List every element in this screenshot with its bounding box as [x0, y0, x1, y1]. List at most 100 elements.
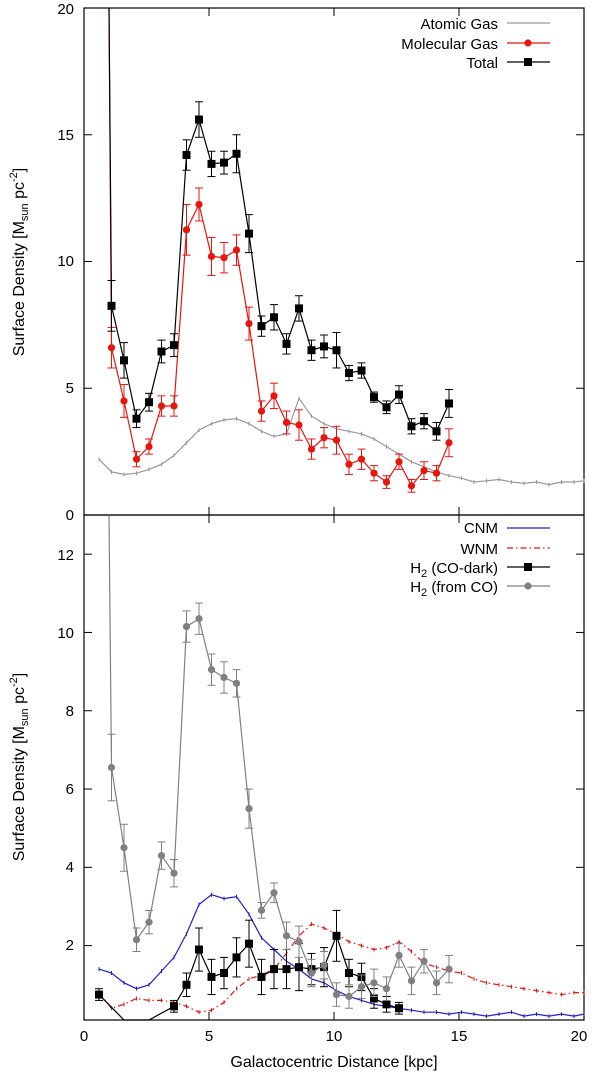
top-molecular-gas-point-5 [170, 402, 178, 410]
top-total-point-8 [207, 159, 216, 168]
bottom-axis-ticks [83, 515, 585, 1020]
top-ytick-label-15: 15 [57, 127, 74, 144]
bottom-h2-from-co-point-24 [407, 977, 416, 985]
bottom-h2-from-co-point-15 [295, 938, 303, 946]
top-series-group [98, 7, 585, 493]
bottom-legend: CNM WNM H2 (CO-dark) H2 (from CO) [410, 520, 550, 599]
bottom-ytick-label-8: 8 [66, 703, 74, 720]
top-series-line-molecular-gas [108, 7, 450, 487]
top-molecular-gas-point-2 [132, 455, 141, 463]
top-molecular-gas-point-4 [157, 402, 166, 410]
bottom-h2-from-co-point-13 [270, 889, 278, 897]
legend-marker-molecular-gas [524, 39, 532, 47]
bottom-h2-from-co-point-11 [245, 805, 253, 813]
bottom-h2-co-dark-point-19 [370, 994, 378, 1003]
top-total-point-19 [345, 369, 353, 378]
xtick-label-0: 0 [80, 1028, 88, 1045]
top-total-point-15 [295, 304, 303, 313]
top-total-point-16 [307, 346, 316, 355]
top-molecular-gas-point-15 [295, 421, 303, 429]
top-total-point-14 [282, 339, 291, 348]
bottom-h2-co-dark-point-20 [382, 1000, 391, 1009]
top-molecular-gas-point-23 [395, 458, 403, 466]
bottom-h2-co-dark-point-5 [195, 945, 203, 954]
bottom-h2-co-dark-point-11 [270, 965, 278, 974]
top-molecular-gas-point-21 [370, 469, 378, 477]
xtick-label-10: 10 [326, 1028, 343, 1045]
top-molecular-gas-point-16 [307, 445, 316, 453]
top-total-point-20 [357, 366, 366, 375]
top-y-axis-title: Surface Density [Msun pc-2] [8, 168, 31, 356]
top-molecular-gas-point-25 [420, 467, 428, 475]
bottom-h2-from-co-point-0 [107, 763, 116, 772]
top-molecular-gas-point-14 [282, 418, 291, 427]
top-total-point-5 [170, 341, 178, 350]
top-total-point-26 [432, 427, 441, 436]
bottom-h2-from-co-point-10 [232, 679, 241, 687]
bottom-h2-from-co-point-19 [345, 992, 353, 1001]
top-ytick-label-10: 10 [57, 253, 74, 270]
bottom-h2-co-dark-point-12 [282, 965, 291, 974]
xtick-label-5: 5 [205, 1028, 213, 1045]
bottom-h2-from-co-point-5 [170, 869, 178, 877]
bottom-h2-from-co-point-1 [120, 844, 128, 852]
bottom-series-group [95, 514, 585, 1021]
bottom-h2-from-co-point-17 [320, 961, 328, 969]
bottom-h2-from-co-point-2 [132, 936, 141, 944]
top-molecular-gas-point-9 [220, 254, 228, 262]
top-molecular-gas-point-6 [182, 226, 191, 234]
legend-label-cnm: CNM [464, 520, 498, 537]
bottom-ytick-label-12: 12 [57, 547, 74, 564]
bottom-plot-frame [83, 514, 585, 1021]
top-molecular-gas-point-19 [345, 460, 353, 468]
top-total-point-18 [332, 346, 341, 355]
bottom-series-line-h2-from-co [108, 514, 450, 998]
top-molecular-gas-point-18 [332, 436, 341, 444]
top-total-point-22 [382, 403, 391, 412]
top-ytick-label-5: 5 [66, 380, 74, 397]
x-axis-title: Galactocentric Distance [kpc] [230, 1054, 437, 1071]
top-total-point-27 [445, 399, 453, 408]
bottom-ytick-label-4: 4 [66, 859, 74, 876]
legend-label-h2-co-dark: H2 (CO-dark) [410, 560, 498, 580]
bottom-h2-from-co-point-9 [220, 673, 228, 682]
top-total-point-4 [157, 347, 166, 356]
bottom-h2-co-dark-point-6 [207, 972, 216, 981]
bottom-h2-co-dark-point-4 [182, 980, 191, 989]
legend-marker-h2-co-dark [524, 563, 532, 571]
legend-label-total: Total [466, 55, 498, 72]
legend-label-wnm: WNM [461, 541, 499, 558]
top-total-point-3 [145, 398, 153, 407]
top-axis-ticks [83, 7, 585, 516]
legend-label-molecular-gas: Molecular Gas [401, 36, 498, 53]
bottom-ytick-label-10: 10 [57, 625, 74, 642]
bottom-h2-from-co-point-16 [307, 969, 316, 977]
top-total-point-24 [407, 422, 416, 431]
bottom-h2-co-dark-point-16 [332, 931, 341, 940]
legend-label-h2-from-co: H2 (from CO) [410, 579, 498, 599]
bottom-ytick-label-6: 6 [66, 781, 74, 798]
top-molecular-gas-point-22 [382, 478, 391, 486]
top-total-point-7 [195, 115, 203, 124]
top-total-point-25 [420, 417, 428, 426]
xtick-label-20: 20 [571, 1028, 588, 1045]
bottom-h2-co-dark-point-21 [395, 1004, 403, 1013]
top-legend: Atomic Gas Molecular Gas Total [401, 16, 550, 72]
top-total-point-11 [245, 229, 253, 238]
top-total-point-23 [395, 390, 403, 399]
top-total-point-6 [182, 151, 191, 160]
bottom-h2-co-dark-point-7 [220, 969, 228, 978]
top-molecular-gas-point-0 [107, 344, 116, 352]
bottom-h2-co-dark-point-13 [295, 963, 303, 972]
top-total-point-12 [257, 322, 266, 331]
bottom-h2-co-dark-point-3 [170, 1002, 178, 1011]
bottom-h2-co-dark-point-10 [257, 972, 266, 981]
top-series-line-total [108, 7, 450, 433]
bottom-series-line-h2-co-dark [98, 934, 400, 1021]
bottom-h2-from-co-point-27 [445, 965, 453, 973]
bottom-h2-co-dark-point-8 [232, 953, 241, 962]
top-molecular-gas-point-17 [320, 434, 328, 442]
top-molecular-gas-point-7 [195, 200, 203, 209]
top-molecular-gas-point-1 [120, 397, 128, 405]
